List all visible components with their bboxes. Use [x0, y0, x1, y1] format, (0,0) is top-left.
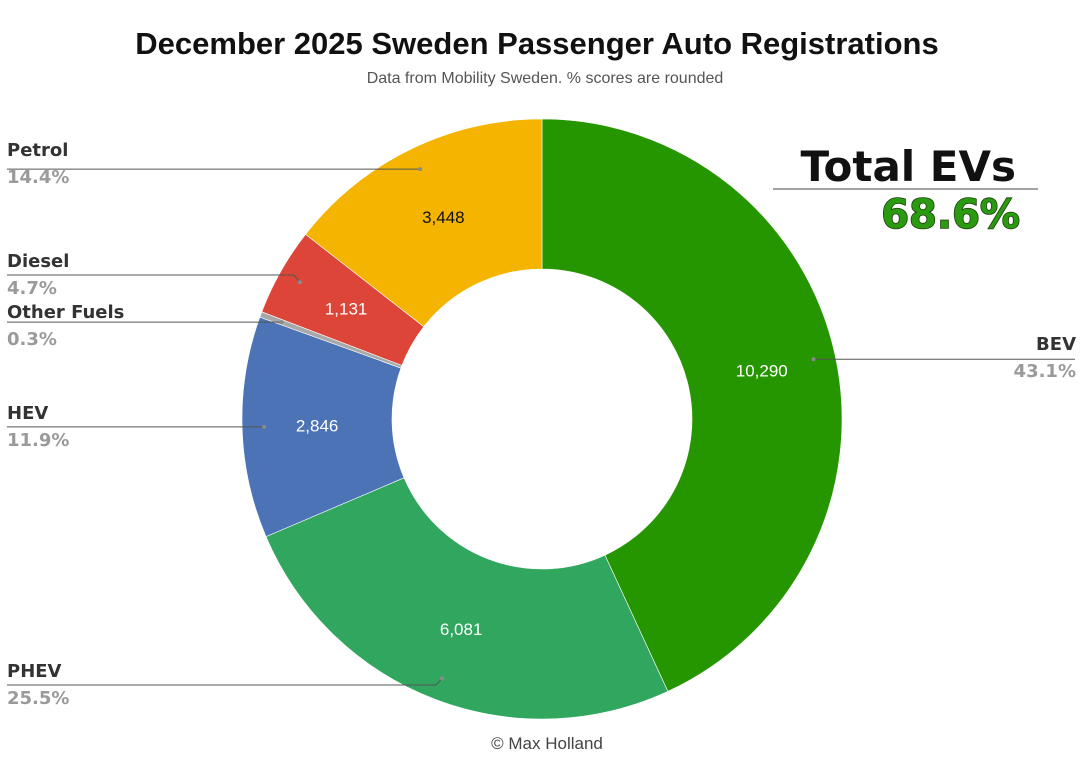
value-label-hev: 2,846	[296, 416, 339, 435]
percent-label-hev: 11.9%	[7, 430, 69, 451]
leader-dot-petrol	[418, 167, 423, 172]
leader-dot-bev	[811, 357, 816, 362]
slice-phev	[265, 477, 669, 720]
percent-label-diesel: 4.7%	[7, 278, 57, 299]
leader-line-phev	[7, 678, 443, 686]
value-label-diesel: 1,131	[325, 299, 368, 318]
category-label-phev: PHEV	[7, 661, 62, 682]
category-label-bev: BEV	[1036, 334, 1076, 355]
slice-bev	[541, 118, 843, 692]
leader-dot-diesel	[297, 280, 302, 285]
leader-dot-phev	[440, 676, 445, 681]
labels-group: 10,290 BEV 43.1% 6,081 PHEV 25.5% 2,846 HEV 11.9…	[7, 140, 1076, 709]
category-label-hev: HEV	[7, 403, 48, 424]
percent-label-phev: 25.5%	[7, 688, 69, 709]
category-label-other-fuels: Other Fuels	[7, 302, 124, 323]
value-label-bev: 10,290	[736, 362, 788, 381]
chart-subtitle: Data from Mobility Sweden. % scores are …	[367, 70, 724, 87]
chart-title: December 2025 Sweden Passenger Auto Regi…	[135, 26, 938, 61]
percent-label-other-fuels: 0.3%	[7, 329, 57, 350]
leader-dot-other-fuels	[279, 320, 284, 325]
slice-petrol	[305, 118, 543, 328]
leader-dot-hev	[262, 424, 267, 429]
category-label-petrol: Petrol	[7, 140, 68, 161]
leader-line-diesel	[7, 274, 301, 283]
percent-label-petrol: 14.4%	[7, 167, 69, 188]
total-evs-value: 68.6%	[881, 192, 1020, 238]
leaders-group	[7, 167, 1075, 686]
category-label-diesel: Diesel	[7, 251, 69, 272]
credit-text: © Max Holland	[491, 734, 603, 753]
slices-group	[241, 118, 843, 720]
value-label-petrol: 3,448	[422, 208, 465, 227]
percent-label-bev: 43.1%	[1014, 361, 1076, 382]
value-label-phev: 6,081	[440, 620, 483, 639]
total-evs-label: Total EVs	[800, 142, 1016, 191]
